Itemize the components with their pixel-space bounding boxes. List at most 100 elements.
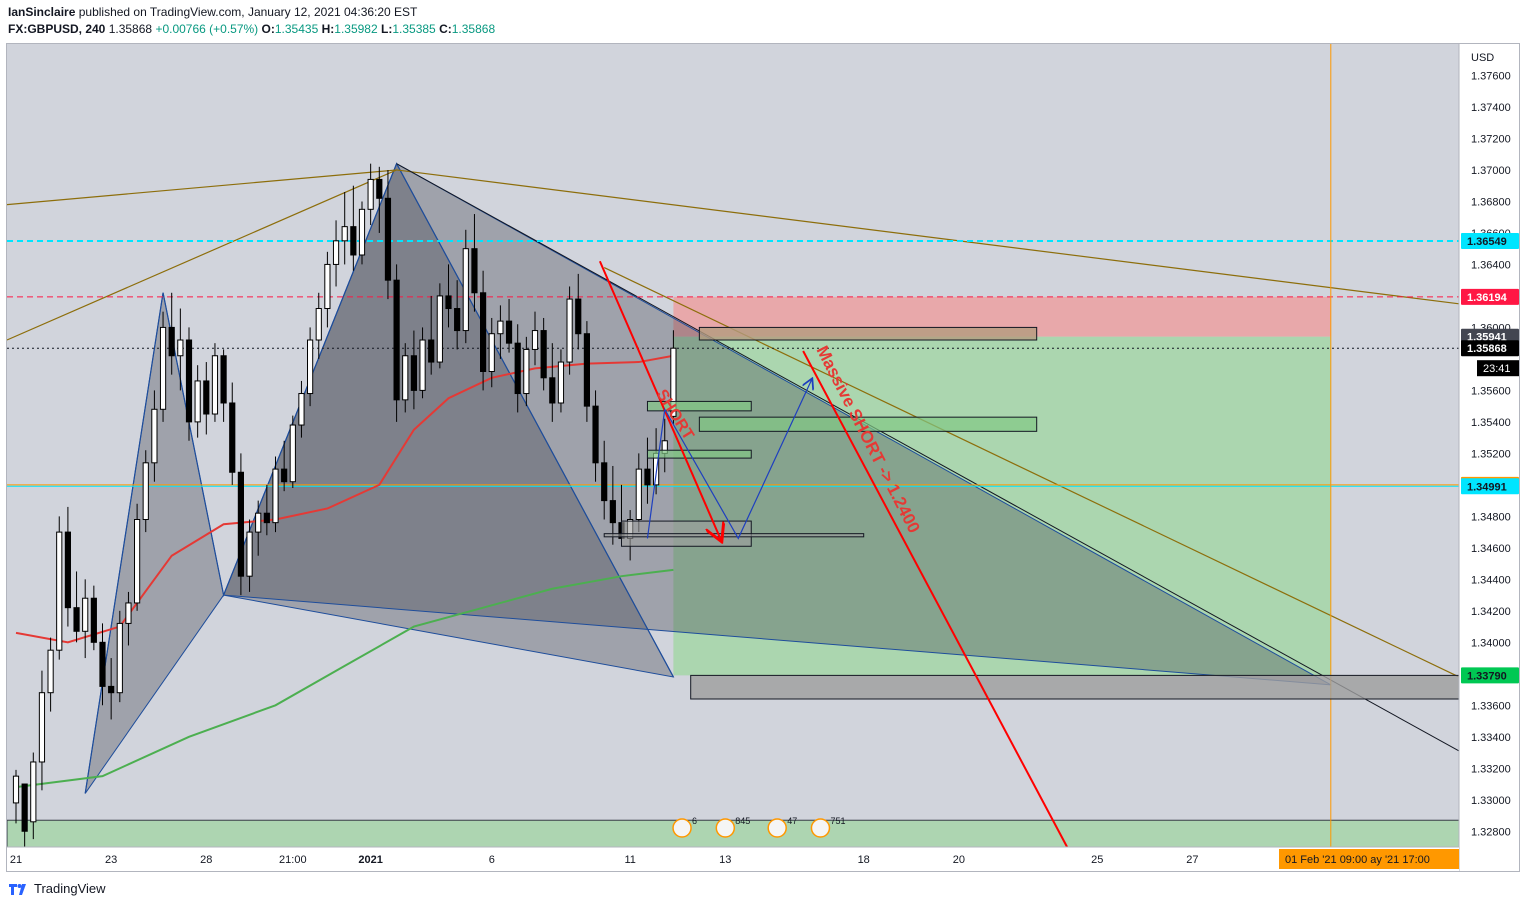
candle	[237, 453, 244, 596]
candle-body-down	[21, 783, 28, 832]
candle-body-up	[82, 597, 89, 632]
candle	[488, 317, 495, 388]
candle-body-up	[47, 649, 54, 694]
candle-body-up	[194, 380, 201, 423]
candle-body-down	[471, 248, 478, 294]
candle	[142, 450, 149, 533]
price-tick-label: 1.34200	[1471, 606, 1511, 618]
candle-body-up	[159, 326, 167, 410]
candle	[436, 283, 443, 369]
candle	[108, 658, 115, 720]
tradingview-logo-icon[interactable]	[8, 882, 28, 896]
candle	[350, 185, 357, 271]
candle-body-down	[203, 380, 210, 415]
price-tick-label: 1.34000	[1471, 637, 1511, 649]
last-price: 1.35868	[108, 22, 153, 36]
candle	[505, 299, 513, 353]
short-arrow	[598, 260, 721, 540]
candle	[255, 500, 262, 556]
price-change: +0.00766 (+0.57%)	[155, 22, 259, 36]
candle	[134, 503, 141, 611]
footer-brand[interactable]: TradingView	[34, 881, 106, 896]
publisher-name[interactable]: IanSinclaire	[8, 5, 76, 19]
candle	[263, 484, 270, 536]
candle	[47, 637, 54, 712]
order-block-2	[698, 416, 1038, 432]
candle	[419, 327, 426, 399]
candle-body-down	[583, 333, 590, 407]
candle	[445, 264, 452, 328]
candle	[497, 305, 504, 359]
candle-body-down	[185, 339, 193, 423]
candle-body-down	[281, 468, 288, 483]
price-label	[1461, 288, 1519, 305]
candle-body-down	[229, 402, 236, 473]
candle	[116, 610, 123, 703]
candle	[151, 390, 158, 482]
candle-body-up	[315, 308, 322, 341]
price-label	[1461, 232, 1519, 249]
candle-body-up	[566, 298, 573, 363]
candle-body-up	[307, 339, 314, 395]
ohlc-line: FX:GBPUSD, 240 1.35868 +0.00766 (+0.57%)…	[8, 22, 495, 36]
price-tick-label: 1.36400	[1471, 259, 1511, 271]
candle	[376, 166, 383, 233]
candle	[462, 229, 469, 344]
time-tick-label: 28	[200, 854, 212, 866]
time-tick-label: 23	[105, 854, 117, 866]
time-range-text: 01 Feb '21 09:00 ay '21 17:00	[1285, 854, 1430, 866]
candle-body-down	[73, 607, 80, 632]
candle	[307, 327, 314, 407]
close-label: C:	[439, 22, 452, 36]
time-tick-label: 2021	[358, 854, 382, 866]
time-tick-label: 25	[1091, 854, 1103, 866]
candle	[471, 214, 478, 312]
candle	[203, 362, 210, 435]
candle	[272, 456, 279, 533]
candle	[220, 349, 227, 422]
price-tick-label: 1.35600	[1471, 385, 1511, 397]
candle	[592, 390, 599, 482]
candle-body-up	[134, 519, 141, 604]
price-label-text: 1.36194	[1467, 292, 1508, 304]
candle	[575, 273, 582, 350]
candle	[514, 324, 521, 413]
candle-body-down	[428, 339, 435, 363]
candle	[367, 163, 374, 226]
candle	[410, 330, 417, 410]
candle-body-down	[384, 197, 392, 281]
candle-body-up	[142, 462, 149, 521]
candle-body-down	[393, 279, 400, 401]
price-tick-label: 1.34800	[1471, 511, 1511, 523]
candle	[82, 579, 89, 659]
price-tick-label: 1.37200	[1471, 133, 1511, 145]
candle-body-up	[298, 393, 305, 426]
candle-body-up	[324, 263, 331, 310]
candle	[289, 415, 296, 489]
price-tick-label: 1.33400	[1471, 732, 1511, 744]
candle	[601, 440, 608, 520]
open-label: O:	[261, 22, 275, 36]
candle-body-down	[644, 468, 651, 486]
candle-body-down	[90, 597, 97, 643]
candle	[281, 440, 288, 492]
candle	[358, 201, 366, 265]
price-label	[1461, 340, 1519, 357]
price-tick-label: 1.35400	[1471, 417, 1511, 429]
candle-body-up	[116, 622, 123, 694]
price-label	[1461, 667, 1519, 684]
time-tick-label: 21	[10, 854, 22, 866]
low-value: 1.35385	[392, 22, 436, 36]
time-tick-label: 20	[953, 854, 965, 866]
candle	[531, 311, 539, 366]
candle	[168, 292, 175, 375]
candle-body-down	[350, 226, 357, 256]
candle-body-up	[289, 424, 296, 483]
candle	[185, 327, 193, 441]
candle-body-up	[151, 408, 158, 464]
candle-body-down	[237, 471, 244, 577]
candle-body-up	[38, 692, 46, 763]
footer: TradingView	[8, 881, 106, 896]
candle	[566, 286, 573, 375]
